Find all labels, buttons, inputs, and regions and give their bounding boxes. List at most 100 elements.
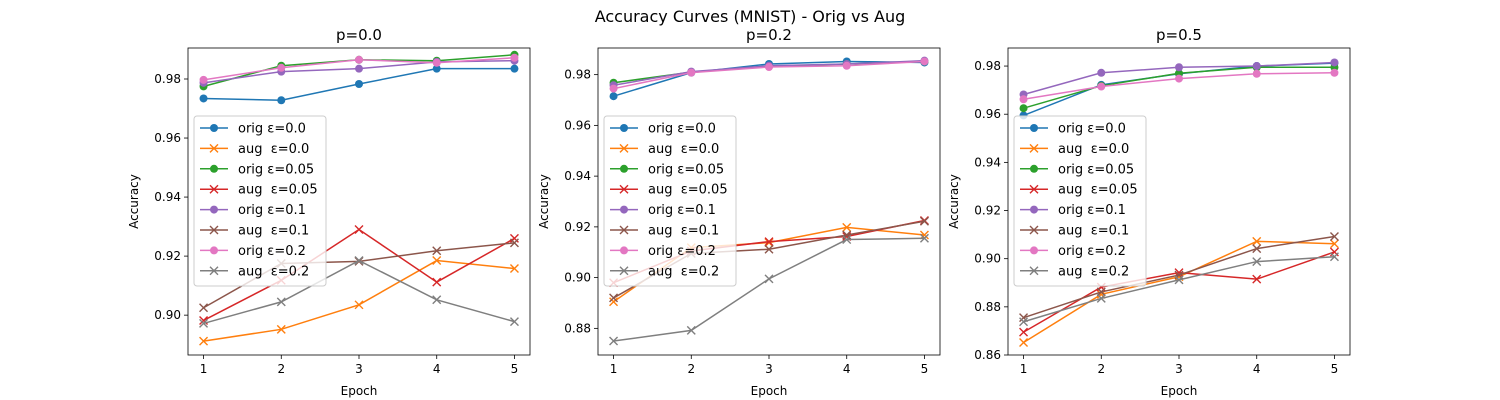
legend-entry: orig ε=0.05: [200, 162, 314, 177]
series-7: [609, 57, 929, 93]
legend-label: orig ε=0.1: [648, 203, 716, 218]
legend-marker: [210, 124, 218, 132]
legend-label: aug ε=0.1: [648, 224, 719, 239]
legend-label: orig ε=0.0: [1058, 122, 1126, 137]
y-tick-label: 0.86: [974, 348, 1001, 362]
data-point: [1252, 69, 1261, 78]
legend-label: aug ε=0.05: [648, 183, 728, 198]
data-point: [842, 222, 852, 232]
data-point: [199, 318, 209, 328]
legend-label: orig ε=0.2: [648, 244, 716, 259]
legend-entry: orig ε=0.05: [610, 162, 724, 177]
series-2: [199, 256, 519, 346]
data-point: [609, 92, 618, 101]
data-point: [276, 297, 286, 307]
x-tick-label: 3: [765, 362, 773, 376]
legend-marker: [1029, 143, 1039, 153]
data-point: [199, 336, 209, 346]
legend-marker: [209, 143, 219, 153]
legend-label: aug ε=0.05: [1058, 183, 1138, 198]
panel-title: p=0.2: [746, 26, 792, 44]
legend-entry: orig ε=0.2: [1020, 244, 1126, 259]
y-axis-label: Accuracy: [947, 174, 961, 229]
x-tick-label: 1: [200, 362, 208, 376]
legend-entry: aug ε=0.1: [610, 224, 719, 239]
x-tick-label: 5: [511, 362, 519, 376]
legend-label: orig ε=0.05: [1058, 162, 1134, 177]
y-tick-label: 0.96: [564, 118, 591, 132]
legend-entry: orig ε=0.2: [200, 244, 306, 259]
series-7: [1019, 68, 1339, 104]
y-tick-label: 0.96: [974, 107, 1001, 121]
axes-frame: [597, 47, 941, 356]
data-point: [764, 238, 774, 248]
legend-entry: orig ε=0.2: [610, 244, 716, 259]
legend-entry: orig ε=0.05: [1020, 162, 1134, 177]
legend-label: aug ε=0.2: [238, 264, 309, 279]
data-point: [509, 317, 519, 327]
x-tick-label: 2: [277, 362, 285, 376]
data-point: [842, 61, 851, 70]
x-tick-label: 3: [1175, 362, 1183, 376]
data-point: [509, 238, 519, 248]
data-point: [432, 295, 442, 305]
data-point: [919, 216, 929, 226]
y-tick-label: 0.90: [154, 308, 181, 322]
legend-label: aug ε=0.1: [1058, 224, 1129, 239]
x-axis-label: Epoch: [1161, 384, 1198, 398]
legend-entry: aug ε=0.05: [200, 183, 318, 198]
data-point: [432, 246, 442, 256]
legend-entry: aug ε=0.0: [1020, 142, 1129, 157]
data-point: [609, 297, 619, 307]
legend-entry: aug ε=0.0: [200, 142, 309, 157]
data-point: [1096, 287, 1106, 297]
y-tick-label: 0.90: [564, 271, 591, 285]
legend-entry: orig ε=0.0: [1020, 122, 1126, 137]
legend-label: orig ε=0.05: [648, 162, 724, 177]
legend-entry: orig ε=0.0: [200, 122, 306, 137]
data-point: [687, 68, 696, 77]
data-point: [1175, 63, 1183, 72]
data-point: [432, 277, 442, 287]
axes-panel-3: p=0.5 1 2 3 4 5 0.86 0.88 0.90 0.92 0.94 0.96 0.98 Ep…: [947, 26, 1351, 398]
data-point: [764, 244, 774, 254]
data-point: [432, 58, 441, 67]
x-tick-label: 5: [1331, 362, 1339, 376]
y-tick-label: 0.94: [154, 190, 181, 204]
data-point: [354, 225, 364, 235]
axes-frame: [187, 47, 531, 356]
data-point: [510, 53, 519, 62]
legend-marker: [620, 246, 628, 255]
data-point: [764, 237, 774, 247]
data-point: [1329, 232, 1339, 242]
data-point: [765, 63, 773, 72]
legend-marker: [1030, 246, 1038, 255]
data-point: [609, 84, 618, 93]
legend-marker: [620, 164, 628, 173]
legend-label: aug ε=0.0: [648, 142, 719, 157]
legend-label: aug ε=0.0: [238, 142, 309, 157]
x-axis-label: Epoch: [751, 384, 788, 398]
plot-area: [1019, 58, 1339, 347]
data-point: [199, 75, 208, 84]
x-tick-label: 2: [687, 362, 695, 376]
data-point: [1175, 74, 1183, 83]
legend-marker: [210, 164, 218, 173]
data-point: [199, 94, 208, 103]
data-point: [1252, 257, 1262, 267]
axes-panel-2: p=0.2 1 2 3 4 5 0.88 0.90 0.92 0.94 0.96 0.98 Epoch A…: [537, 26, 941, 398]
legend-entry: aug ε=0.05: [610, 183, 728, 198]
y-tick-label: 0.98: [564, 68, 591, 82]
legend-box: [1013, 115, 1147, 287]
legend-label: aug ε=0.1: [238, 224, 309, 239]
axes-container: p=0.0 1 2 3 4 5 0.90 0.92 0.94 0.96 0.98 Epoch Accur…: [127, 26, 1351, 398]
data-point: [277, 63, 286, 72]
data-point: [1097, 68, 1106, 77]
legend-marker: [619, 266, 629, 276]
x-tick-label: 1: [610, 362, 618, 376]
legend-marker: [620, 205, 628, 214]
series-7: [199, 53, 519, 84]
data-point: [1174, 275, 1184, 285]
axes-panel-1: p=0.0 1 2 3 4 5 0.90 0.92 0.94 0.96 0.98 Epoch Accur…: [127, 26, 531, 398]
data-point: [1252, 274, 1262, 284]
